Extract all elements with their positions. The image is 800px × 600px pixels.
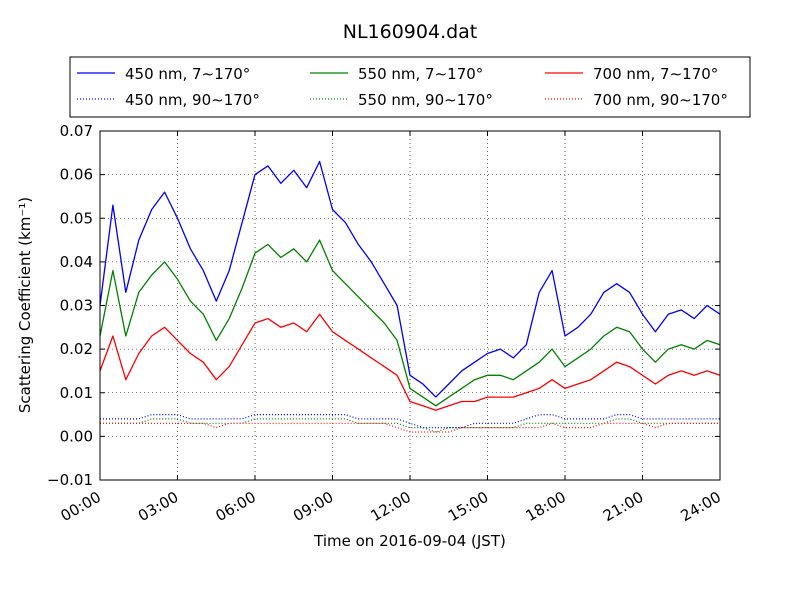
axis-ticks (99, 130, 721, 481)
series-line-1 (99, 160, 721, 398)
y-tick-label: −0.01 (47, 471, 93, 489)
y-tick-label: 0.04 (60, 253, 93, 271)
y-tick-label: 0.00 (60, 427, 93, 445)
legend-label: 550 nm, 90∼170° (358, 91, 493, 109)
legend-label: 550 nm, 7∼170° (358, 65, 483, 83)
legend: 450 nm, 7∼170° 550 nm, 7∼170° 700 nm, 7∼17… (69, 56, 751, 118)
series-line-6 (100, 422, 720, 433)
legend-label: 450 nm, 7∼170° (125, 65, 250, 83)
series-line-5 (99, 313, 721, 411)
legend-label: 700 nm, 90∼170° (593, 91, 728, 109)
series-lines (99, 160, 721, 433)
y-tick-labels: −0.01 0.00 0.01 0.02 0.03 0.04 0.05 0.06 0.07 (47, 122, 93, 489)
y-tick-label: 0.07 (60, 122, 93, 140)
series-line-3 (99, 239, 721, 407)
grid-lines (100, 131, 720, 480)
legend-label: 450 nm, 90∼170° (125, 91, 260, 109)
y-tick-label: 0.02 (60, 340, 93, 358)
x-axis-label: Time on 2016-09-04 (JST) (313, 532, 506, 550)
y-tick-label: 0.06 (60, 166, 93, 184)
y-tick-label: 0.03 (60, 297, 93, 315)
legend-items: 450 nm, 7∼170° 550 nm, 7∼170° 700 nm, 7∼17… (77, 65, 728, 109)
y-axis-label: Scattering Coefficient (km⁻¹) (16, 197, 34, 413)
legend-label: 700 nm, 7∼170° (593, 65, 718, 83)
legend-frame (69, 56, 751, 118)
y-tick-label: 0.01 (60, 384, 93, 402)
chart-title: NL160904.dat (343, 21, 478, 43)
y-tick-label: 0.05 (60, 209, 93, 227)
